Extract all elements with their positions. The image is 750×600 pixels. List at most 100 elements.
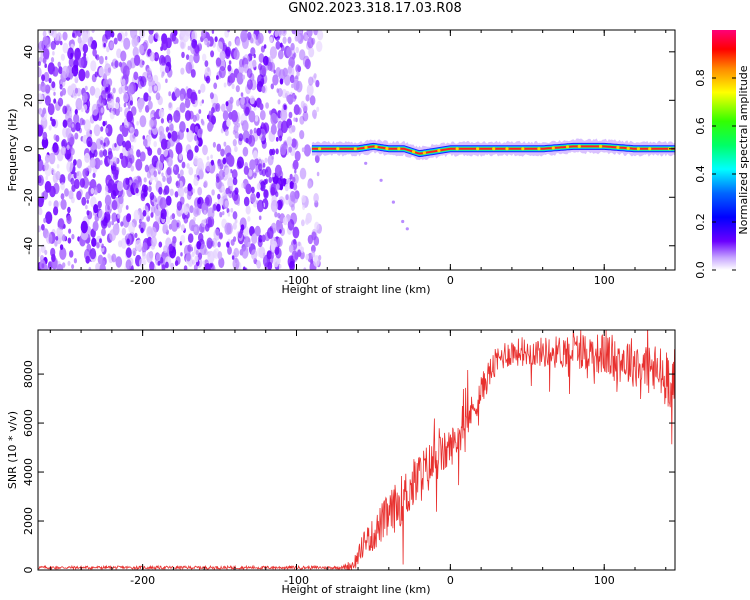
colorbar: 0.0 0.2 0.4 0.6 0.8 Normalized spectral ampl…: [694, 30, 750, 279]
noise-blob: [85, 70, 90, 79]
noise-blob: [313, 73, 317, 79]
noise-blob: [139, 151, 146, 162]
noise-blob: [61, 138, 67, 149]
noise-blob: [81, 196, 87, 206]
noise-blob: [165, 37, 172, 49]
noise-blob: [193, 264, 198, 270]
noise-blob: [258, 215, 262, 221]
noise-blob: [289, 74, 295, 84]
signal-peak: [636, 147, 641, 151]
y-tick-label: 20: [22, 93, 35, 107]
noise-blob: [66, 144, 70, 150]
noise-blob: [254, 225, 261, 237]
noise-blob: [144, 164, 150, 173]
noise-blob: [245, 137, 249, 144]
noise-blob: [190, 69, 196, 78]
noise-blob: [218, 232, 223, 240]
noise-blob: [38, 124, 44, 137]
noise-blob: [48, 236, 53, 244]
noise-blob: [125, 205, 129, 210]
noise-blob: [241, 120, 249, 132]
noise-blob: [188, 167, 194, 176]
noise-blob: [68, 57, 74, 67]
noise-blob: [206, 42, 210, 48]
noise-blob: [179, 102, 186, 113]
signal-peak: [599, 144, 603, 148]
noise-blob: [159, 197, 167, 210]
noise-blob: [42, 30, 47, 38]
noise-blob: [76, 158, 83, 169]
noise-blob: [291, 176, 296, 183]
noise-blob: [148, 30, 154, 35]
noise-blob: [103, 78, 109, 89]
noise-blob: [179, 38, 186, 50]
noise-blob: [62, 119, 68, 128]
noise-blob: [57, 97, 64, 107]
noise-blob: [92, 48, 97, 57]
noise-blob: [275, 136, 279, 142]
noise-blob: [117, 212, 121, 219]
noise-blob: [51, 81, 56, 89]
noise-blob: [106, 46, 110, 53]
noise-blob: [104, 194, 112, 207]
noise-blob: [256, 259, 261, 268]
noise-blob: [272, 74, 279, 86]
noise-blob: [203, 180, 208, 188]
noise-blob: [103, 142, 106, 147]
noise-blob: [287, 36, 292, 44]
noise-blob: [143, 177, 147, 183]
noise-blob: [166, 167, 172, 176]
noise-blob: [150, 226, 157, 238]
noise-blob: [121, 227, 127, 236]
noise-blob: [215, 57, 222, 67]
signal-peak: [422, 151, 426, 155]
noise-blob: [59, 244, 64, 251]
noise-blob: [116, 133, 124, 147]
noise-blob: [168, 91, 172, 97]
snr-frame: [37, 329, 676, 571]
noise-blob: [40, 82, 47, 93]
noise-blob: [100, 126, 104, 132]
noise-blob: [148, 85, 153, 94]
noise-blob: [191, 251, 195, 258]
noise-blob: [97, 200, 102, 209]
noise-blob: [60, 53, 65, 61]
noise-blob: [43, 48, 50, 60]
snr-marks: [38, 330, 675, 570]
noise-blob: [186, 191, 192, 200]
noise-blob: [114, 143, 117, 148]
noise-blob: [263, 44, 267, 49]
noise-blob: [105, 124, 113, 137]
noise-blob: [48, 152, 56, 165]
noise-blob: [38, 174, 44, 187]
figure-title: GN02.2023.318.17.03.R08: [288, 1, 462, 16]
noise-blob: [254, 115, 259, 122]
noise-blob: [148, 119, 154, 128]
noise-blob: [95, 54, 100, 61]
noise-blob: [180, 252, 183, 257]
x-tick-label: 0: [447, 574, 454, 587]
noise-blob: [263, 179, 267, 186]
noise-blob: [76, 190, 82, 201]
noise-blob: [243, 196, 250, 207]
x-tick-label: 0: [447, 274, 454, 287]
noise-blob: [121, 155, 129, 168]
noise-blob: [159, 62, 167, 75]
noise-blob: [316, 40, 323, 53]
noise-blob: [198, 39, 201, 45]
noise-blob: [90, 60, 97, 72]
noise-blob: [186, 163, 190, 169]
noise-blob: [279, 42, 283, 48]
noise-blob: [194, 145, 199, 153]
noise-blob: [270, 186, 276, 196]
noise-blob: [61, 234, 66, 242]
noise-blob: [178, 129, 184, 140]
noise-blob: [224, 30, 230, 38]
noise-blob: [176, 201, 183, 211]
noise-blob: [50, 57, 55, 63]
noise-blob: [211, 30, 215, 34]
noise-blob: [94, 157, 101, 170]
noise-blob: [175, 142, 183, 155]
noise-blob: [232, 177, 238, 186]
